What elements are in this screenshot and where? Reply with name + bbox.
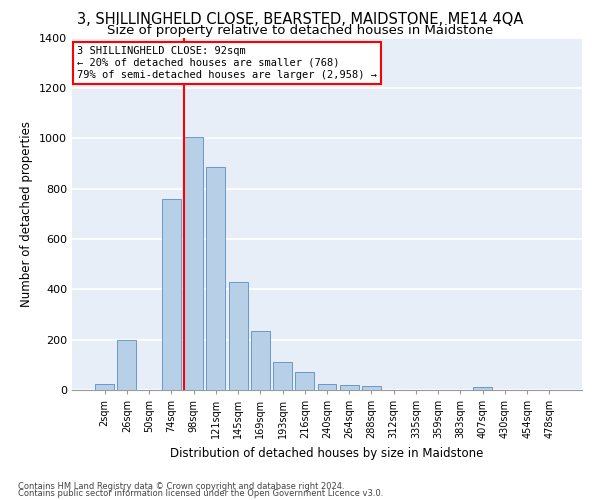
Bar <box>273 362 292 390</box>
Bar <box>362 386 381 390</box>
Y-axis label: Number of detached properties: Number of detached properties <box>20 120 34 306</box>
Bar <box>184 137 203 390</box>
Bar <box>229 282 248 390</box>
Bar <box>340 385 359 390</box>
Bar <box>473 388 492 390</box>
Text: Contains HM Land Registry data © Crown copyright and database right 2024.: Contains HM Land Registry data © Crown c… <box>18 482 344 491</box>
Text: Size of property relative to detached houses in Maidstone: Size of property relative to detached ho… <box>107 24 493 37</box>
Text: 3 SHILLINGHELD CLOSE: 92sqm
← 20% of detached houses are smaller (768)
79% of se: 3 SHILLINGHELD CLOSE: 92sqm ← 20% of det… <box>77 46 377 80</box>
Text: 3, SHILLINGHELD CLOSE, BEARSTED, MAIDSTONE, ME14 4QA: 3, SHILLINGHELD CLOSE, BEARSTED, MAIDSTO… <box>77 12 523 28</box>
Bar <box>295 372 314 390</box>
Bar <box>317 384 337 390</box>
X-axis label: Distribution of detached houses by size in Maidstone: Distribution of detached houses by size … <box>170 446 484 460</box>
Bar <box>251 331 270 390</box>
Bar <box>118 340 136 390</box>
Bar <box>206 167 225 390</box>
Bar <box>95 384 114 390</box>
Bar <box>162 198 181 390</box>
Text: Contains public sector information licensed under the Open Government Licence v3: Contains public sector information licen… <box>18 489 383 498</box>
